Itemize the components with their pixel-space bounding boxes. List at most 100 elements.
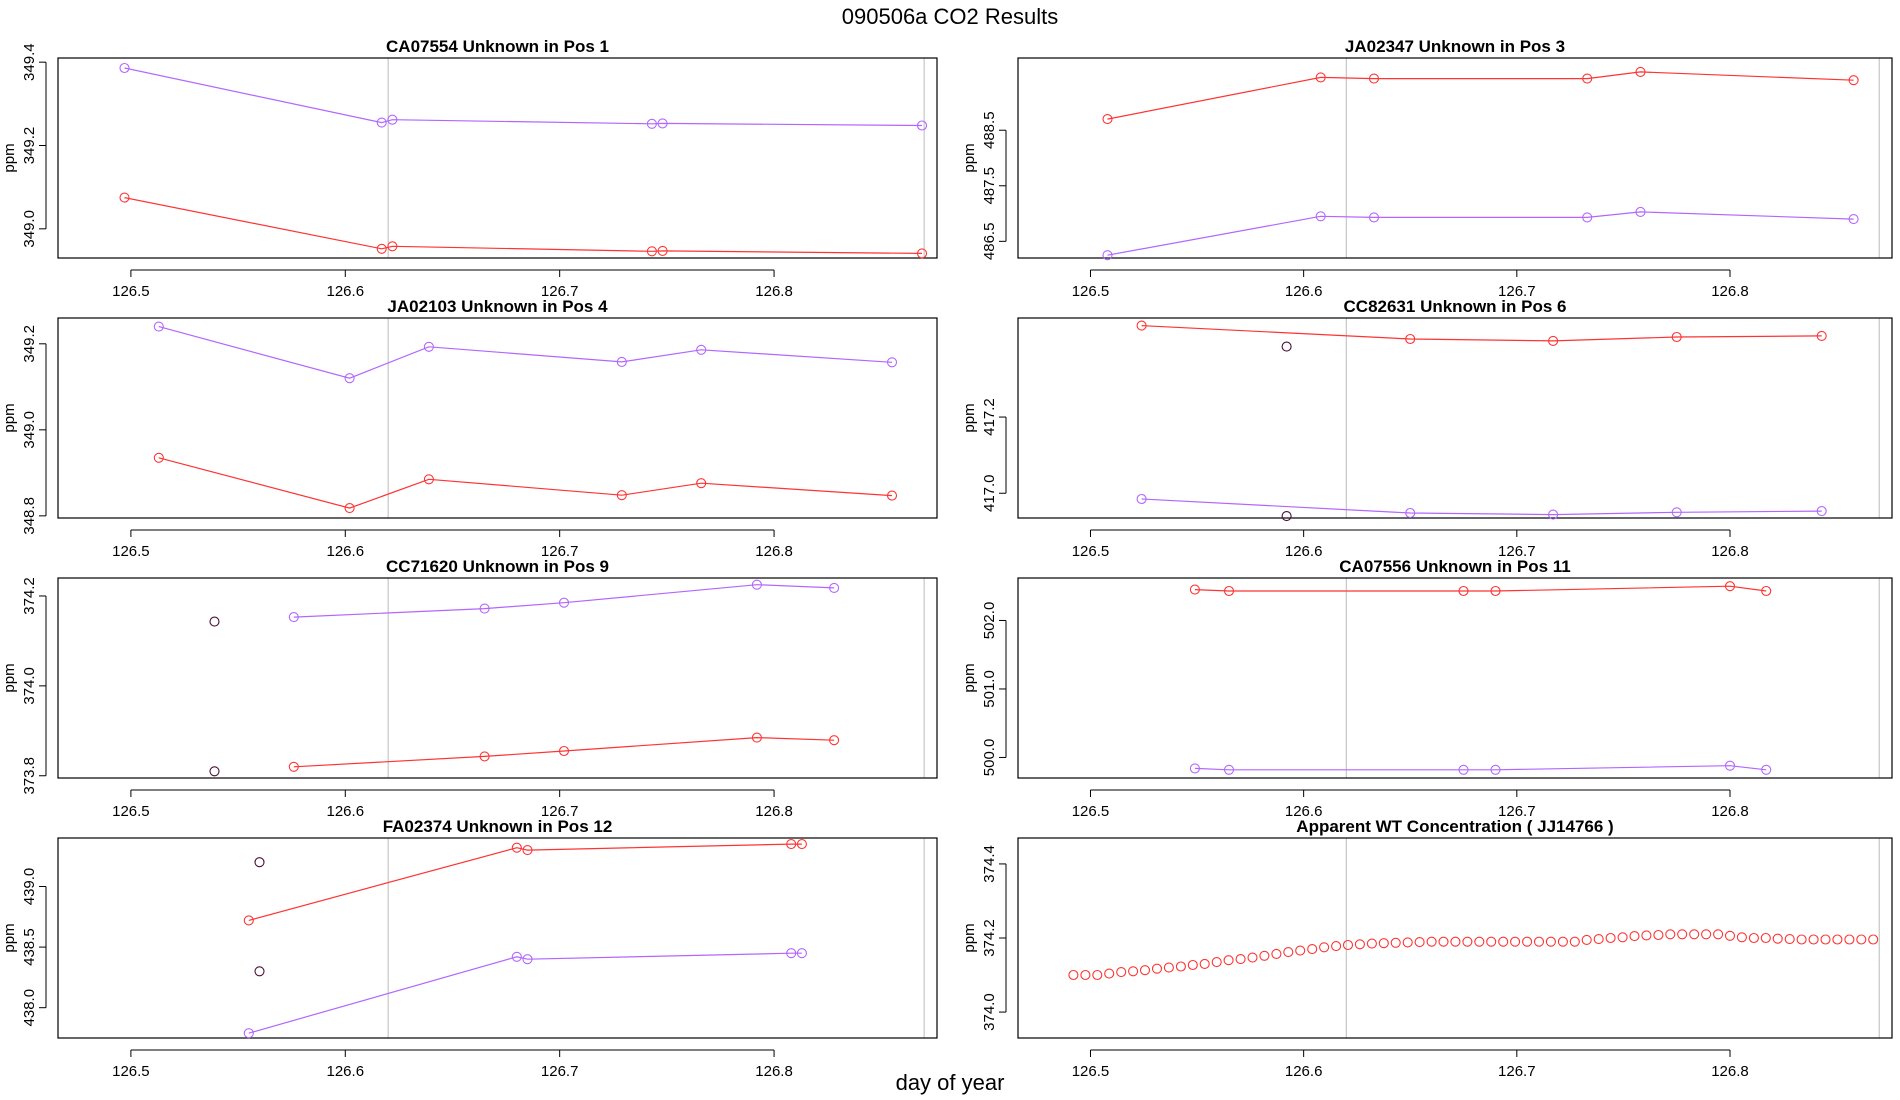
data-point-red (1848, 75, 1859, 86)
x-tick-label: 126.8 (1711, 1063, 1749, 1080)
x-tick-label: 126.8 (1711, 543, 1749, 560)
data-point-red (1671, 331, 1682, 343)
data-point-red (786, 839, 797, 850)
plot-frame (1017, 577, 1893, 779)
data-point-purple (376, 117, 387, 128)
series-line-purple (1107, 211, 1854, 256)
series-line-red (1194, 585, 1767, 592)
data-point-purple (916, 120, 928, 131)
data-point-purple (423, 341, 434, 352)
data-point-red (1713, 929, 1724, 940)
data-point-red (1617, 932, 1628, 943)
y-axis-label: ppm (961, 663, 978, 692)
data-point-purple (344, 373, 355, 384)
y-tick-label: 349.0 (21, 411, 38, 449)
data-point-red (1498, 936, 1509, 947)
data-point-purple (153, 321, 164, 332)
data-point-red (1581, 934, 1592, 945)
series-line-purple (124, 67, 923, 127)
data-point-red (1653, 929, 1664, 941)
data-point-red (1582, 73, 1593, 84)
x-tick-label: 126.8 (755, 283, 793, 300)
x-tick-label: 126.7 (1498, 543, 1536, 560)
data-point-purple (1761, 764, 1772, 775)
plot-frame (57, 837, 938, 1039)
data-point-red (1319, 942, 1330, 953)
data-point-purple (1368, 212, 1380, 223)
data-point-red (1378, 938, 1389, 949)
y-tick-label: 373.8 (21, 757, 38, 795)
x-tick-label: 126.6 (327, 803, 365, 820)
data-point-purple (1848, 214, 1859, 225)
data-point-red (1748, 932, 1759, 944)
data-point-red (1354, 939, 1365, 950)
data-point-red (1522, 936, 1533, 947)
data-point-red (243, 915, 254, 926)
data-point-red (1315, 72, 1326, 83)
y-axis-label: ppm (1, 663, 18, 692)
data-point-purple (1671, 507, 1682, 518)
data-point-red (1868, 934, 1879, 945)
x-axis-label: day of year (895, 1070, 1005, 1095)
x-tick-label: 126.7 (541, 803, 579, 820)
series-line-red (1107, 71, 1854, 120)
y-tick-label: 502.0 (981, 602, 998, 640)
y-tick-label: 417.0 (981, 474, 998, 512)
data-point-flag-purple (254, 966, 265, 977)
y-tick-label: 487.5 (981, 167, 998, 205)
data-point-red (1458, 585, 1469, 597)
series-line-red (158, 457, 893, 509)
x-tick-label: 126.5 (1072, 543, 1110, 560)
x-tick-label: 126.7 (1498, 283, 1536, 300)
x-tick-label: 126.6 (327, 543, 365, 560)
x-tick-label: 126.5 (1072, 803, 1110, 820)
x-tick-label: 126.8 (755, 543, 793, 560)
series-line-red (248, 843, 802, 921)
data-point-red (376, 243, 387, 254)
data-point-red (646, 246, 657, 257)
data-point-flag-red (1281, 341, 1292, 352)
data-point-red (1533, 936, 1545, 947)
panel-title: Apparent WT Concentration ( JJ14766 ) (1296, 817, 1613, 836)
data-point-purple (288, 612, 299, 623)
data-point-red (1342, 939, 1354, 951)
data-point-red (696, 478, 707, 489)
data-point-red (1116, 967, 1127, 978)
panel-title: FA02374 Unknown in Pos 12 (383, 817, 613, 836)
x-tick-label: 126.5 (112, 803, 150, 820)
data-point-red (1665, 929, 1676, 940)
data-point-purple (522, 954, 533, 965)
data-point-red (522, 845, 533, 856)
data-point-red (1426, 936, 1437, 947)
plot-frame (57, 317, 938, 519)
y-tick-label: 501.0 (981, 670, 998, 708)
x-tick-label: 126.5 (1072, 1063, 1110, 1080)
data-point-red (1295, 945, 1306, 956)
data-point-red (1593, 934, 1604, 945)
x-tick-label: 126.6 (1285, 803, 1323, 820)
series-line-purple (1194, 765, 1767, 771)
data-point-purple (1724, 760, 1736, 771)
data-point-purple (387, 114, 398, 125)
data-point-red (1816, 330, 1827, 341)
data-point-red (119, 192, 130, 203)
plot-frame (57, 577, 938, 779)
figure-title: 090506a CO2 Results (841, 4, 1059, 29)
y-tick-label: 438.0 (21, 989, 38, 1027)
y-tick-label: 349.4 (21, 43, 38, 81)
data-point-red (1223, 955, 1234, 966)
data-point-purple (511, 951, 522, 962)
data-point-red (1136, 320, 1147, 331)
data-point-red (511, 842, 522, 853)
y-axis-label: ppm (1, 923, 18, 952)
plot-frame (1017, 57, 1893, 259)
data-point-red (1474, 936, 1485, 947)
data-point-red (1545, 936, 1556, 947)
x-tick-label: 126.6 (1285, 543, 1323, 560)
data-point-purple (1405, 507, 1416, 519)
y-axis-label: ppm (961, 923, 978, 952)
data-point-red (1462, 936, 1473, 947)
data-point-purple (1315, 211, 1326, 222)
data-point-purple (1548, 509, 1559, 520)
data-point-red (1569, 936, 1580, 947)
